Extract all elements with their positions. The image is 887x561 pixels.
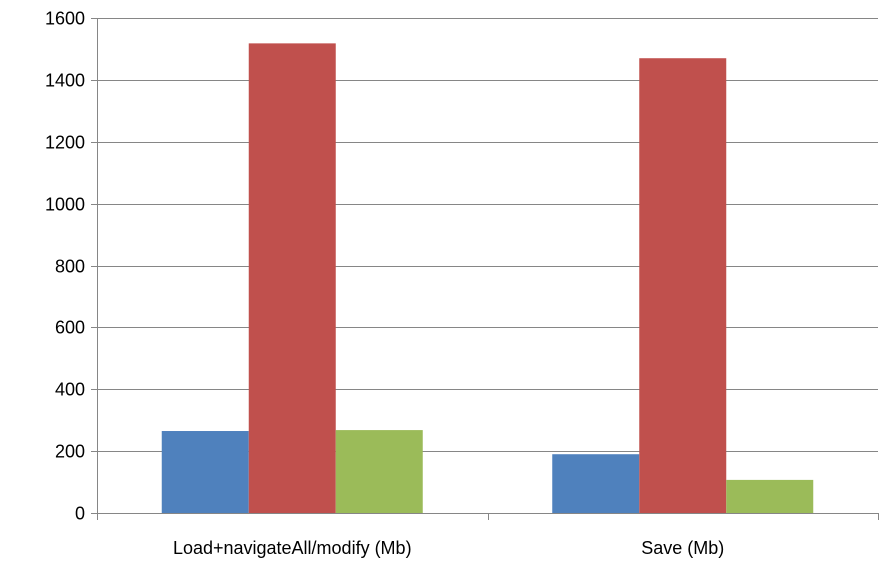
y-tick-label: 600 <box>55 318 85 338</box>
y-axis-tick-labels: 0 200 400 600 800 1000 1200 1400 1600 <box>45 9 85 524</box>
y-tick-label: 1400 <box>45 71 85 91</box>
bar-series-1-category-2 <box>552 454 640 513</box>
x-axis-category-labels: Load+navigateAll/modify (Mb) Save (Mb) <box>173 538 724 558</box>
bar-series-3-category-2 <box>726 479 814 513</box>
y-tick-label: 0 <box>75 504 85 524</box>
y-tick-label: 1200 <box>45 133 85 153</box>
bar-series-3-category-1 <box>335 430 423 513</box>
bar-series-2-category-1 <box>248 43 336 514</box>
x-category-label: Save (Mb) <box>641 538 724 558</box>
y-tick-label: 400 <box>55 380 85 400</box>
y-tick-label: 1000 <box>45 195 85 215</box>
x-category-label: Load+navigateAll/modify (Mb) <box>173 538 412 558</box>
y-tick-label: 200 <box>55 442 85 462</box>
axes <box>91 18 879 520</box>
y-tick-label: 1600 <box>45 9 85 29</box>
bar-series-1-category-1 <box>161 431 249 513</box>
bar-series-2-category-2 <box>639 58 727 513</box>
bars <box>161 43 814 514</box>
gridlines <box>97 18 878 452</box>
y-tick-label: 800 <box>55 257 85 277</box>
